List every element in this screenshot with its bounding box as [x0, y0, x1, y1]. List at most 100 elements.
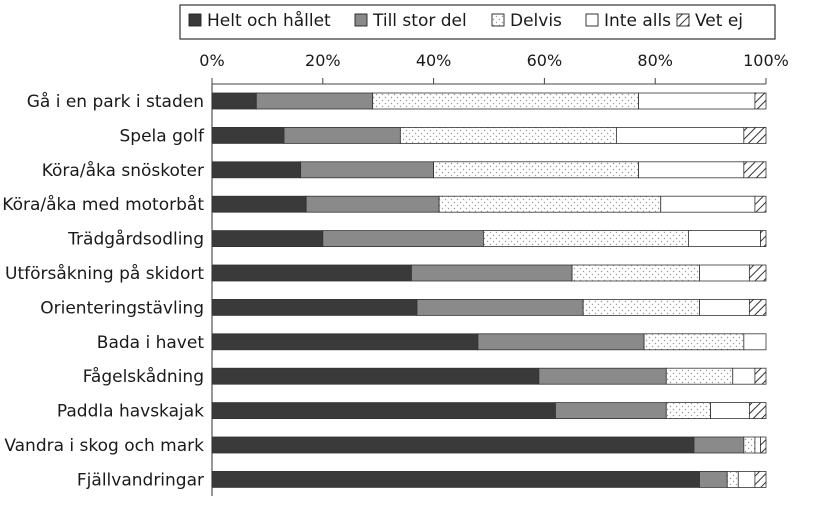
bar-segment-vandra-i-skog-och-mark-delvis	[743, 436, 756, 454]
plot-area	[211, 92, 767, 488]
x-tick-label-60: 60%	[527, 51, 563, 70]
bar-segment-fjallvandringar-helt-och-hallet	[211, 470, 700, 488]
bar-segment-bada-i-havet-delvis	[643, 333, 745, 351]
bar-segment-ga-i-en-park-i-staden-till-stor-del	[255, 92, 374, 110]
bar-segment-orienteringstavling-helt-och-hallet	[211, 298, 418, 316]
bar-row-orienteringstavling	[211, 298, 767, 316]
bar-segment-spela-golf-delvis	[399, 127, 617, 144]
bar-row-fagelskadning	[211, 367, 767, 385]
bar-segment-utforsakning-pa-skidort-helt-och-hallet	[211, 264, 412, 282]
bar-segment-fjallvandringar-till-stor-del	[699, 470, 728, 488]
bar-segment-fagelskadning-delvis	[665, 367, 734, 385]
bar-segment-spela-golf-inte-alls	[616, 127, 745, 144]
bar-row-fjallvandringar	[211, 470, 767, 488]
legend-label-till-stor-del: Till stor del	[372, 11, 467, 31]
legend-swatch-delvis	[491, 13, 505, 27]
legend: Helt och hållet Till stor del Delvis Inte a…	[179, 4, 776, 40]
legend-label-helt-och-hallet: Helt och hållet	[207, 10, 331, 31]
x-tick-label-100: 100%	[743, 51, 789, 70]
bar-segment-ga-i-en-park-i-staden-inte-alls	[638, 92, 756, 110]
bar-segment-fagelskadning-till-stor-del	[538, 367, 667, 385]
bar-segment-tradgardsodling-inte-alls	[688, 230, 761, 248]
category-label-paddla-havskajak: Paddla havskajak	[57, 402, 204, 422]
bar-segment-utforsakning-pa-skidort-inte-alls	[699, 264, 750, 282]
bar-segment-vandra-i-skog-och-mark-vet-ej	[760, 436, 767, 454]
bar-segment-fjallvandringar-vet-ej	[754, 470, 767, 488]
bar-segment-fagelskadning-helt-och-hallet	[211, 367, 540, 385]
category-label-spela-golf: Spela golf	[120, 126, 206, 146]
category-label-ga-i-en-park-i-staden: Gå i en park i staden	[27, 91, 204, 112]
bar-segment-kora-aka-snoskoter-helt-och-hallet	[211, 161, 302, 179]
bar-segment-orienteringstavling-delvis	[582, 298, 700, 316]
legend-label-delvis: Delvis	[510, 11, 562, 31]
bar-segment-ga-i-en-park-i-staden-delvis	[372, 92, 639, 110]
bar-segment-spela-golf-vet-ej	[743, 127, 767, 144]
legend-swatch-vet-ej	[676, 13, 690, 27]
bar-segment-paddla-havskajak-delvis	[665, 402, 712, 420]
bar-segment-kora-aka-snoskoter-inte-alls	[638, 161, 745, 179]
bar-segment-tradgardsodling-vet-ej	[760, 230, 767, 248]
bar-segment-paddla-havskajak-helt-och-hallet	[211, 402, 556, 420]
bar-row-tradgardsodling	[211, 230, 767, 248]
bar-segment-spela-golf-helt-och-hallet	[211, 127, 285, 144]
bar-row-vandra-i-skog-och-mark	[211, 436, 767, 454]
x-tick-label-0: 0%	[199, 51, 224, 70]
category-label-fjallvandringar: Fjällvandringar	[77, 470, 204, 490]
legend-swatch-inte-alls	[585, 13, 599, 27]
bar-segment-vandra-i-skog-och-mark-inte-alls	[754, 436, 761, 454]
bar-segment-fjallvandringar-inte-alls	[737, 470, 756, 488]
bar-row-ga-i-en-park-i-staden	[211, 92, 767, 110]
bar-segment-paddla-havskajak-vet-ej	[748, 402, 767, 420]
legend-label-vet-ej: Vet ej	[695, 11, 743, 31]
legend-swatch-till-stor-del	[354, 13, 368, 27]
x-tick-label-80: 80%	[637, 51, 673, 70]
bar-segment-orienteringstavling-inte-alls	[699, 298, 750, 316]
category-label-orienteringstavling: Orienteringstävling	[40, 298, 204, 318]
category-label-vandra-i-skog-och-mark: Vandra i skog och mark	[4, 436, 204, 456]
bar-segment-paddla-havskajak-inte-alls	[710, 402, 750, 420]
bar-segment-tradgardsodling-till-stor-del	[322, 230, 484, 248]
category-label-fagelskadning: Fågelskådning	[83, 366, 204, 387]
bar-segment-tradgardsodling-delvis	[483, 230, 689, 248]
bar-segment-vandra-i-skog-och-mark-till-stor-del	[693, 436, 745, 454]
bar-segment-orienteringstavling-till-stor-del	[416, 298, 584, 316]
bar-segment-kora-aka-med-motorbat-inte-alls	[660, 195, 756, 213]
bar-segment-kora-aka-med-motorbat-vet-ej	[754, 195, 767, 213]
bar-row-spela-golf	[211, 127, 767, 144]
bar-segment-ga-i-en-park-i-staden-helt-och-hallet	[211, 92, 257, 110]
bar-segment-kora-aka-med-motorbat-till-stor-del	[305, 195, 440, 213]
bar-segment-utforsakning-pa-skidort-delvis	[571, 264, 700, 282]
bar-segment-kora-aka-med-motorbat-helt-och-hallet	[211, 195, 307, 213]
legend-swatch-helt-och-hallet	[188, 13, 202, 27]
bar-segment-kora-aka-snoskoter-delvis	[433, 161, 639, 179]
bar-row-paddla-havskajak	[211, 402, 767, 420]
bar-segment-fagelskadning-inte-alls	[732, 367, 756, 385]
bar-segment-bada-i-havet-inte-alls	[743, 333, 767, 351]
category-label-kora-aka-snoskoter: Köra/åka snöskoter	[42, 160, 204, 181]
bar-segment-fjallvandringar-delvis	[726, 470, 739, 488]
bar-segment-utforsakning-pa-skidort-till-stor-del	[411, 264, 573, 282]
bar-segment-orienteringstavling-vet-ej	[748, 298, 767, 316]
bar-segment-bada-i-havet-helt-och-hallet	[211, 333, 479, 351]
x-tick-label-20: 20%	[305, 51, 341, 70]
bar-segment-kora-aka-med-motorbat-delvis	[438, 195, 662, 213]
category-label-bada-i-havet: Bada i havet	[97, 333, 205, 353]
bar-segment-kora-aka-snoskoter-till-stor-del	[300, 161, 435, 179]
category-label-tradgardsodling: Trädgårdsodling	[67, 229, 204, 250]
x-axis: 0% 20% 40% 60% 80% 100%	[199, 51, 789, 496]
legend-label-inte-alls: Inte alls	[604, 11, 671, 31]
x-tick-label-40: 40%	[416, 51, 452, 70]
category-axis: Gå i en park i staden Spela golf Köra/åka …	[2, 91, 205, 490]
bar-row-kora-aka-snoskoter	[211, 161, 767, 179]
category-label-kora-aka-med-motorbat: Köra/åka med motorbåt	[2, 194, 204, 215]
bar-segment-spela-golf-till-stor-del	[283, 127, 401, 144]
bar-row-utforsakning-pa-skidort	[211, 264, 767, 282]
bar-segment-vandra-i-skog-och-mark-helt-och-hallet	[211, 436, 695, 454]
bar-segment-fagelskadning-vet-ej	[754, 367, 767, 385]
bar-row-kora-aka-med-motorbat	[211, 195, 767, 213]
bar-segment-bada-i-havet-till-stor-del	[477, 333, 645, 351]
legend-box	[179, 4, 776, 40]
category-label-utforsakning-pa-skidort: Utförsåkning på skidort	[5, 263, 204, 284]
